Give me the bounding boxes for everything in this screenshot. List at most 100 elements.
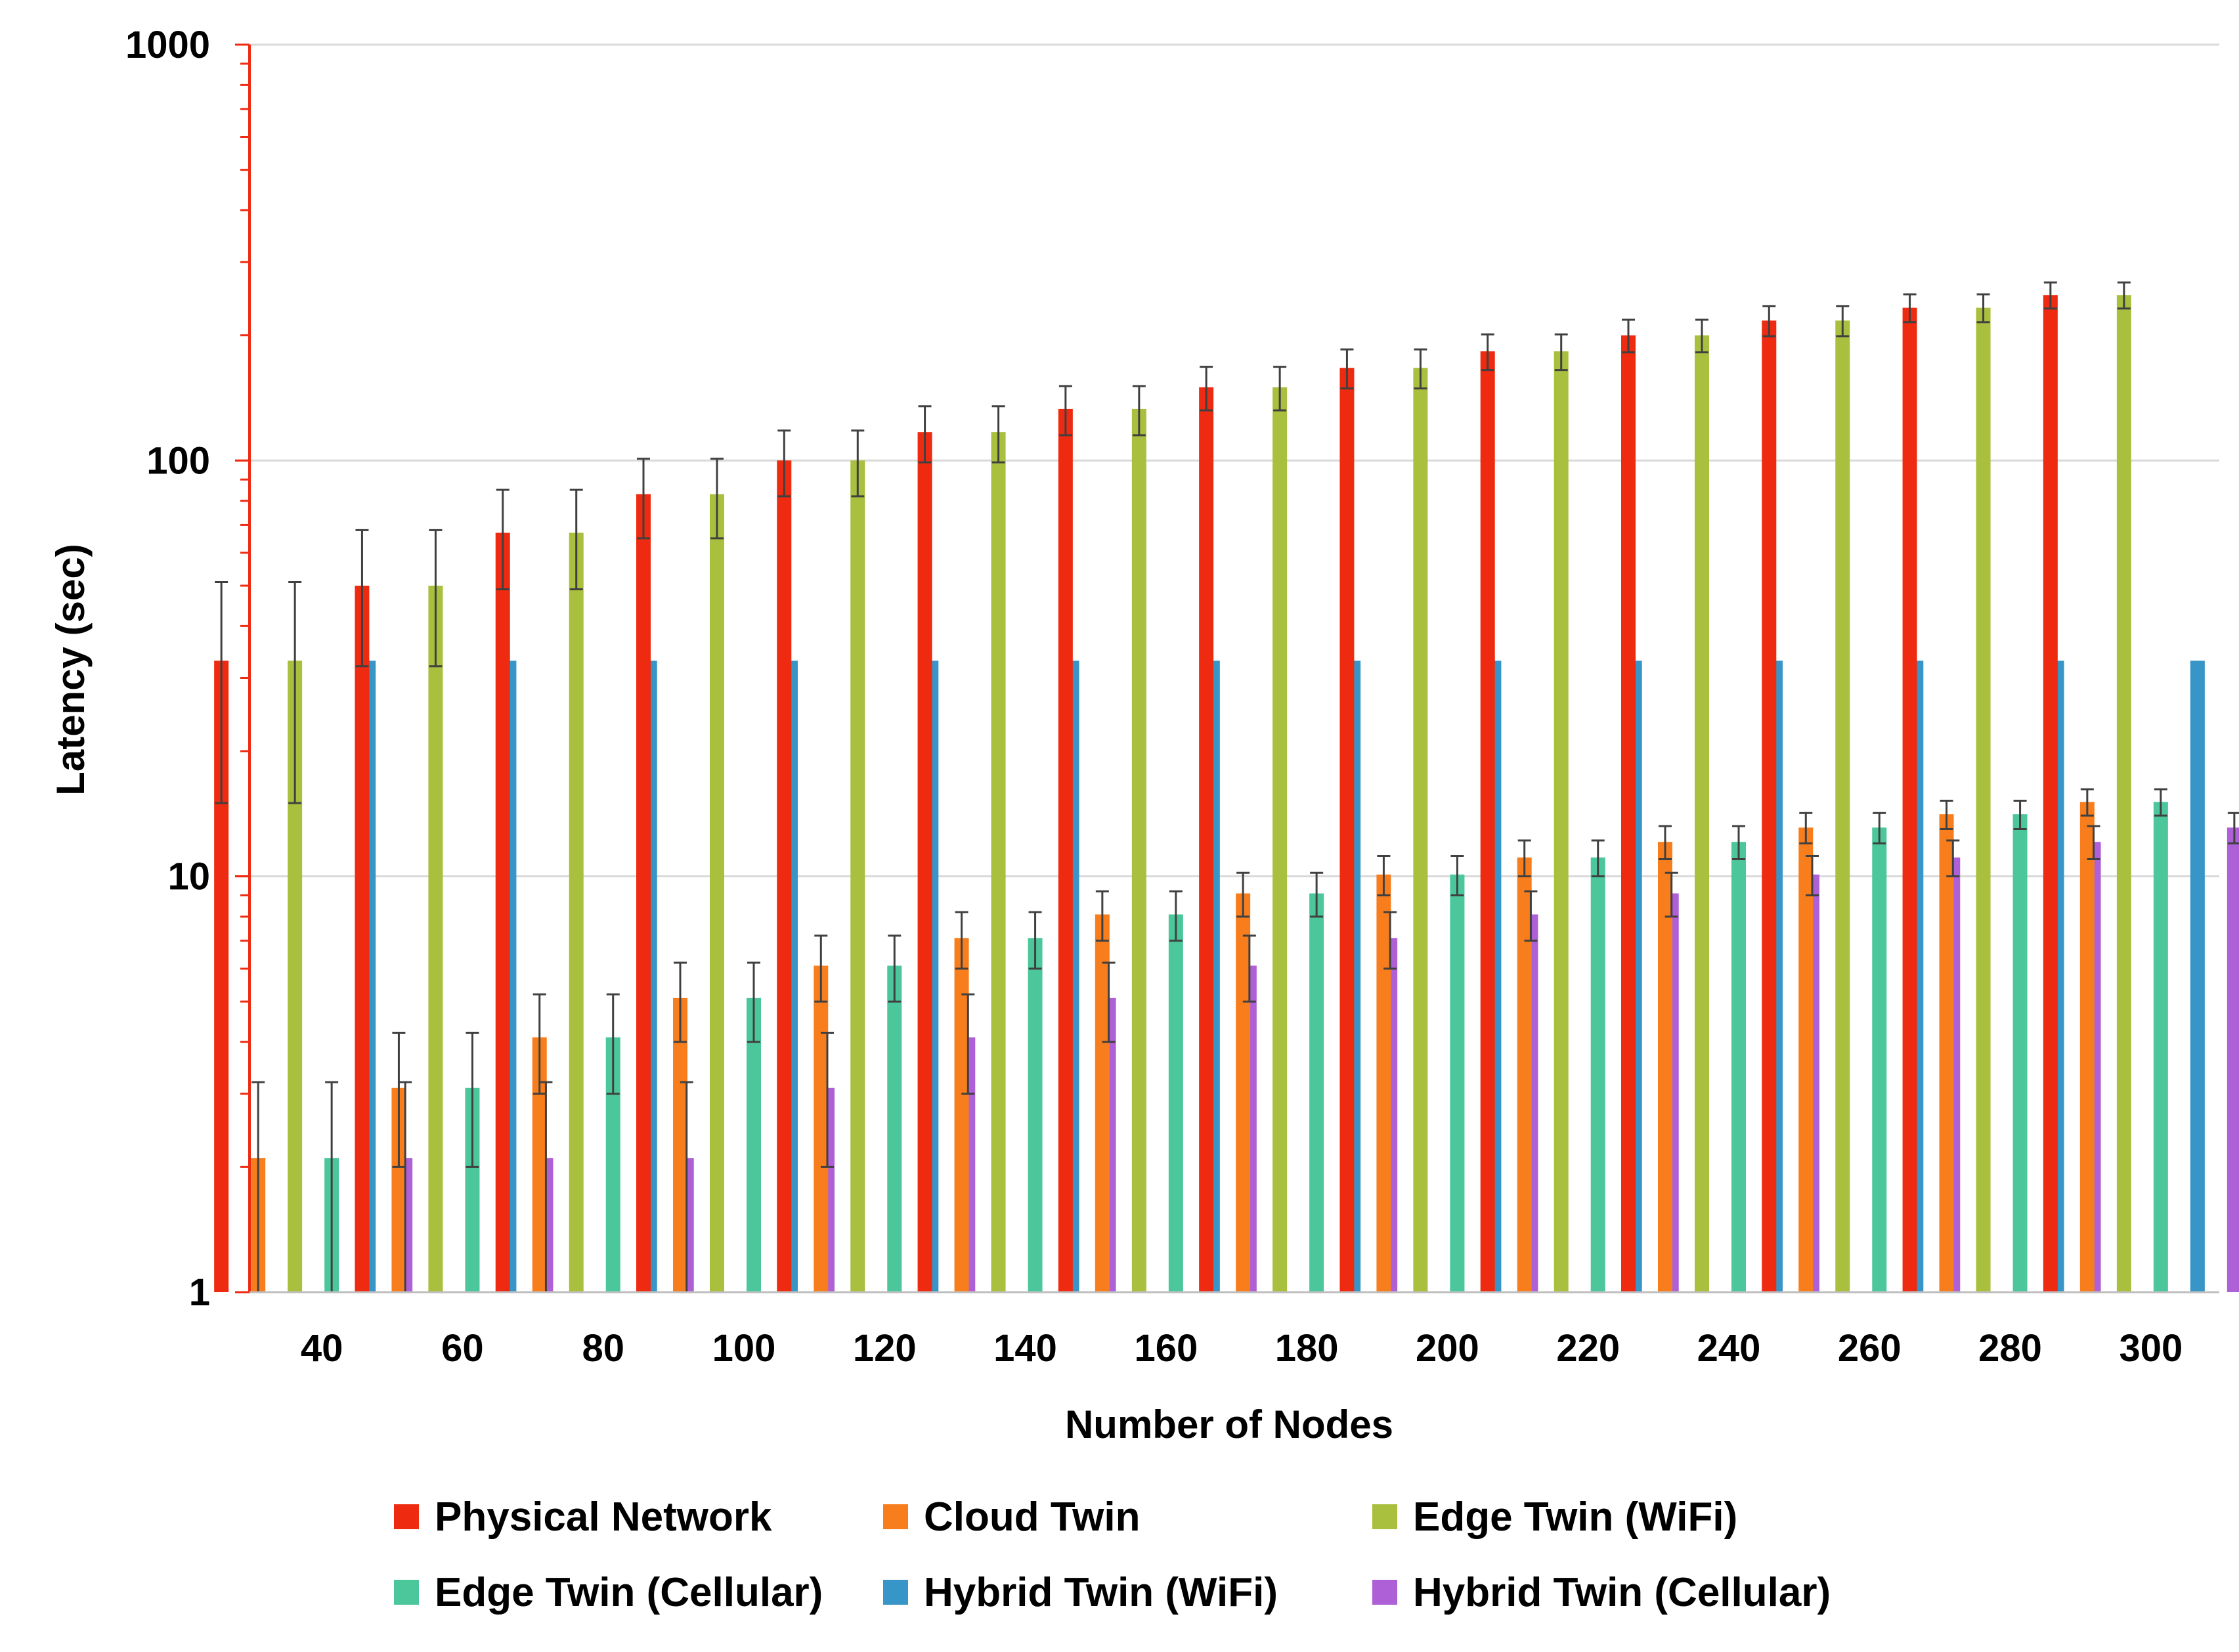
bar [214, 661, 229, 1292]
bar [636, 494, 651, 1292]
bar [814, 965, 829, 1292]
y-tick-label: 1000 [125, 24, 210, 66]
legend-swatch [394, 1504, 419, 1529]
legend-label: Hybrid Twin (WiFi) [924, 1569, 1278, 1615]
legend-swatch [394, 1580, 419, 1605]
legend-item: Cloud Twin [883, 1490, 1140, 1543]
x-tick-label: 300 [2119, 1327, 2183, 1370]
legend-swatch [1372, 1580, 1397, 1605]
x-tick-label: 40 [301, 1327, 343, 1370]
bar [2012, 814, 2028, 1292]
bar [428, 585, 443, 1293]
bar [1339, 368, 1355, 1292]
axes [235, 43, 2219, 1293]
bar [777, 460, 792, 1293]
legend-swatch [883, 1504, 908, 1529]
bar [1058, 408, 1073, 1292]
x-tick-label: 180 [1275, 1327, 1339, 1370]
bar [465, 1087, 480, 1292]
bar [1835, 320, 1850, 1292]
bar [1798, 827, 1814, 1292]
y-tick-label: 10 [167, 856, 210, 898]
bar [2079, 802, 2095, 1292]
bar [1695, 335, 1709, 1292]
bar [991, 432, 1006, 1292]
x-tick-label: 220 [1556, 1327, 1620, 1370]
bar [2043, 295, 2058, 1292]
bar [1450, 874, 1465, 1292]
bar [1272, 387, 1288, 1293]
bar [1168, 914, 1183, 1292]
x-tick-label: 140 [993, 1327, 1057, 1370]
x-tick-label: 240 [1697, 1327, 1761, 1370]
bar [1309, 893, 1324, 1292]
bar [954, 938, 969, 1292]
y-tick-label: 1 [189, 1271, 210, 1314]
bar [2227, 827, 2239, 1292]
x-tick-label: 160 [1134, 1327, 1198, 1370]
legend-label: Edge Twin (Cellular) [435, 1569, 823, 1615]
bar [887, 965, 902, 1292]
error-bars [215, 281, 2239, 1293]
x-tick-label: 60 [441, 1327, 484, 1370]
gridlines [250, 43, 2219, 878]
bar [495, 533, 510, 1292]
bar [850, 460, 865, 1293]
bar [1028, 938, 1043, 1292]
bar [1236, 893, 1251, 1292]
bar [2153, 802, 2168, 1292]
legend-item: Edge Twin (WiFi) [1372, 1490, 1737, 1543]
x-tick-label: 80 [582, 1327, 624, 1370]
x-tick-label: 100 [712, 1327, 776, 1370]
x-axis-title: Number of Nodes [1065, 1402, 1393, 1446]
legend-swatch [1372, 1504, 1397, 1529]
bar [1554, 351, 1569, 1293]
legend-item: Hybrid Twin (Cellular) [1372, 1566, 1831, 1619]
bar [1376, 874, 1391, 1292]
bar [1939, 814, 1954, 1292]
legend-label: Hybrid Twin (Cellular) [1413, 1569, 1831, 1615]
bar [1731, 842, 1746, 1292]
bar [1621, 335, 1636, 1292]
legend: Physical Network Cloud Twin Edge Twin (WiF… [394, 1490, 1904, 1641]
legend-item: Hybrid Twin (WiFi) [883, 1566, 1278, 1619]
y-tick-label: 100 [146, 439, 210, 482]
legend-label: Cloud Twin [924, 1494, 1141, 1540]
bars [214, 295, 2239, 1293]
bar [2116, 295, 2131, 1292]
legend-item: Edge Twin (Cellular) [394, 1566, 823, 1619]
bar [1902, 307, 1917, 1293]
x-tick-label: 120 [853, 1327, 917, 1370]
bar [710, 494, 724, 1292]
x-tick-label: 200 [1416, 1327, 1479, 1370]
legend-swatch [883, 1580, 908, 1605]
bar [1517, 857, 1532, 1292]
bar [288, 661, 303, 1292]
bar [569, 533, 584, 1292]
bar [673, 997, 687, 1292]
bar [532, 1037, 547, 1292]
y-tick-labels: 1 10 100 1000 [125, 24, 210, 1314]
bar [1762, 320, 1777, 1292]
x-tick-label: 280 [1978, 1327, 2042, 1370]
bar [917, 432, 932, 1292]
bar [1095, 914, 1110, 1292]
bar [605, 1037, 620, 1292]
bar [1658, 842, 1672, 1292]
bar [747, 997, 761, 1292]
y-axis-title: Latency (sec) [49, 544, 93, 796]
bar [1131, 408, 1146, 1292]
legend-label: Physical Network [435, 1494, 772, 1540]
bar [391, 1087, 406, 1292]
x-tick-labels: 40 60 80 100 120 140 160 180 200 220 240 260 280 300 [301, 1327, 2183, 1370]
bar [355, 585, 370, 1293]
bar [1976, 307, 1991, 1293]
bar [1480, 351, 1495, 1293]
bar [2190, 661, 2205, 1292]
bar [1590, 857, 1605, 1292]
bar [1872, 827, 1887, 1292]
legend-item: Physical Network [394, 1490, 772, 1543]
bar [1199, 387, 1214, 1293]
x-tick-label: 260 [1838, 1327, 1902, 1370]
